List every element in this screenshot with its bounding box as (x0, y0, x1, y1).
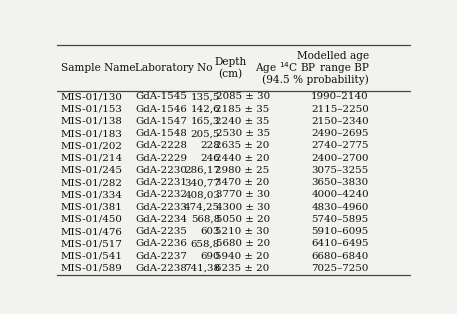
Text: 3075–3255: 3075–3255 (312, 166, 369, 175)
Text: 2400–2700: 2400–2700 (311, 154, 369, 163)
Text: GdA-2236: GdA-2236 (135, 240, 187, 248)
Text: MIS-01/214: MIS-01/214 (61, 154, 123, 163)
Text: 4830–4960: 4830–4960 (311, 203, 369, 212)
Text: GdA-2232: GdA-2232 (135, 191, 187, 199)
Text: 2635 ± 20: 2635 ± 20 (215, 142, 270, 150)
Text: 2150–2340: 2150–2340 (311, 117, 369, 126)
Text: GdA-2228: GdA-2228 (135, 142, 187, 150)
Text: GdA-2237: GdA-2237 (135, 252, 187, 261)
Text: MIS-01/334: MIS-01/334 (61, 191, 122, 199)
Text: 205,5: 205,5 (191, 129, 220, 138)
Text: GdA-2234: GdA-2234 (135, 215, 187, 224)
Text: MIS-01/153: MIS-01/153 (61, 105, 122, 114)
Text: 340,77: 340,77 (184, 178, 220, 187)
Text: 2115–2250: 2115–2250 (311, 105, 369, 114)
Text: MIS-01/589: MIS-01/589 (61, 264, 122, 273)
Text: Depth
(cm): Depth (cm) (214, 57, 247, 79)
Text: MIS-01/138: MIS-01/138 (61, 117, 122, 126)
Text: 6235 ± 20: 6235 ± 20 (215, 264, 270, 273)
Text: MIS-01/541: MIS-01/541 (61, 252, 122, 261)
Text: 228: 228 (200, 142, 220, 150)
Text: 5910–6095: 5910–6095 (312, 227, 369, 236)
Text: 3470 ± 20: 3470 ± 20 (215, 178, 270, 187)
Text: MIS-01/450: MIS-01/450 (61, 215, 122, 224)
Text: GdA-2229: GdA-2229 (135, 154, 187, 163)
Text: 165,3: 165,3 (191, 117, 220, 126)
Text: 474,25: 474,25 (184, 203, 220, 212)
Text: Age $^{14}$C BP: Age $^{14}$C BP (255, 60, 316, 76)
Text: MIS-01/183: MIS-01/183 (61, 129, 122, 138)
Text: Laboratory No: Laboratory No (135, 63, 213, 73)
Text: MIS-01/517: MIS-01/517 (61, 240, 122, 248)
Text: MIS-01/245: MIS-01/245 (61, 166, 122, 175)
Text: 408,03: 408,03 (184, 191, 220, 199)
Text: 690: 690 (201, 252, 220, 261)
Text: GdA-2233: GdA-2233 (135, 203, 187, 212)
Text: 246: 246 (200, 154, 220, 163)
Text: MIS-01/202: MIS-01/202 (61, 142, 122, 150)
Text: GdA-2231: GdA-2231 (135, 178, 187, 187)
Text: GdA-2235: GdA-2235 (135, 227, 187, 236)
Text: 2085 ± 30: 2085 ± 30 (216, 93, 270, 101)
Text: 6680–6840: 6680–6840 (312, 252, 369, 261)
Text: 2980 ± 25: 2980 ± 25 (215, 166, 270, 175)
Text: 6410–6495: 6410–6495 (311, 240, 369, 248)
Text: 3770 ± 30: 3770 ± 30 (216, 191, 270, 199)
Text: Modelled age
range BP
(94.5 % probability): Modelled age range BP (94.5 % probabilit… (262, 51, 369, 85)
Text: GdA-1548: GdA-1548 (135, 129, 187, 138)
Text: 286,17: 286,17 (184, 166, 220, 175)
Text: 2530 ± 35: 2530 ± 35 (216, 129, 270, 138)
Text: 2490–2695: 2490–2695 (311, 129, 369, 138)
Text: MIS-01/282: MIS-01/282 (61, 178, 122, 187)
Text: 7025–7250: 7025–7250 (311, 264, 369, 273)
Text: 142,6: 142,6 (191, 105, 220, 114)
Text: 741,38: 741,38 (184, 264, 220, 273)
Text: 2185 ± 35: 2185 ± 35 (215, 105, 270, 114)
Text: GdA-2230: GdA-2230 (135, 166, 187, 175)
Text: MIS-01/130: MIS-01/130 (61, 93, 122, 101)
Text: 2240 ± 35: 2240 ± 35 (215, 117, 270, 126)
Text: 4000–4240: 4000–4240 (311, 191, 369, 199)
Text: GdA-2238: GdA-2238 (135, 264, 187, 273)
Text: 135,5: 135,5 (191, 93, 220, 101)
Text: 5740–5895: 5740–5895 (312, 215, 369, 224)
Text: 5050 ± 20: 5050 ± 20 (216, 215, 270, 224)
Text: Sample Name: Sample Name (61, 63, 135, 73)
Text: 5210 ± 30: 5210 ± 30 (215, 227, 270, 236)
Text: GdA-1547: GdA-1547 (135, 117, 187, 126)
Text: GdA-1546: GdA-1546 (135, 105, 187, 114)
Text: 1990–2140: 1990–2140 (311, 93, 369, 101)
Text: MIS-01/381: MIS-01/381 (61, 203, 122, 212)
Text: 5940 ± 20: 5940 ± 20 (215, 252, 270, 261)
Text: 3650–3830: 3650–3830 (312, 178, 369, 187)
Text: 658,8: 658,8 (191, 240, 220, 248)
Text: 2440 ± 20: 2440 ± 20 (215, 154, 270, 163)
Text: 603: 603 (201, 227, 220, 236)
Text: 4300 ± 30: 4300 ± 30 (216, 203, 270, 212)
Text: MIS-01/476: MIS-01/476 (61, 227, 122, 236)
Text: 568,8: 568,8 (191, 215, 220, 224)
Text: 2740–2775: 2740–2775 (311, 142, 369, 150)
Text: 5680 ± 20: 5680 ± 20 (216, 240, 270, 248)
Text: GdA-1545: GdA-1545 (135, 93, 187, 101)
